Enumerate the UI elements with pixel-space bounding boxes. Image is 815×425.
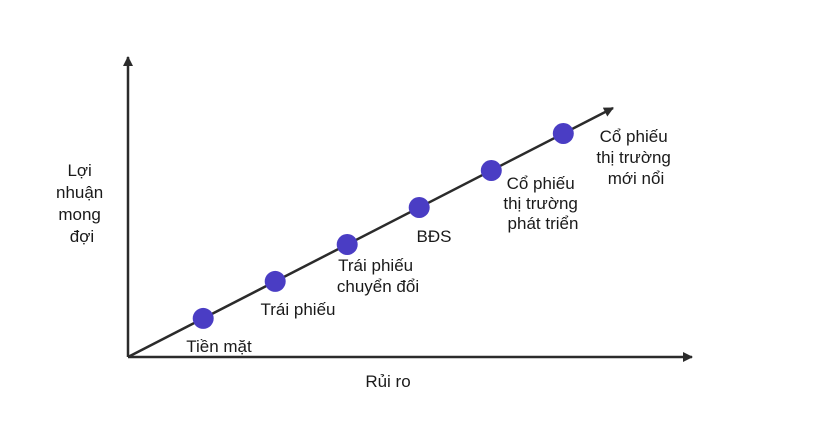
point-label-line: Cổ phiếu [600, 127, 668, 146]
point-label-co-phieu-phat-trien: Cổ phiếu thị trường phát triển [503, 174, 582, 233]
point-label-trai-phieu-chuyen-doi: Trái phiếu chuyển đổi [337, 256, 419, 296]
point-label-line: phát triển [508, 214, 579, 233]
data-point-bds [408, 197, 430, 218]
y-axis-label-line: nhuận [56, 183, 103, 202]
point-label-tien-mat: Tiền mặt [186, 337, 252, 356]
data-point-tien-mat [192, 307, 214, 329]
point-label-trai-phieu: Trái phiếu [261, 300, 336, 319]
y-axis-label-line: Lợi [67, 161, 91, 180]
data-point-co-phieu-phat-trien [480, 160, 502, 181]
y-axis-label-line: mong [58, 205, 101, 224]
point-label-line: BĐS [417, 227, 452, 246]
point-label-line: thị trường [503, 194, 578, 213]
point-label-line: mới nổi [608, 169, 665, 188]
data-point-trai-phieu-chuyen-doi [336, 234, 358, 255]
data-point-trai-phieu [264, 270, 286, 292]
x-axis-label: Rủi ro [365, 372, 410, 391]
point-label-line: thị trường [596, 148, 671, 167]
data-point-co-phieu-moi-noi [552, 123, 574, 144]
point-label-co-phieu-moi-noi: Cổ phiếu thị trường mới nổi [596, 127, 675, 188]
point-label-line: Cổ phiếu [507, 174, 575, 193]
point-label-bds: BĐS [417, 227, 452, 246]
point-label-line: Trái phiếu [261, 300, 336, 319]
point-label-line: Tiền mặt [186, 337, 252, 356]
y-axis-label-line: đợi [70, 227, 94, 246]
point-label-line: Trái phiếu [338, 256, 413, 275]
point-label-line: chuyển đổi [337, 277, 419, 296]
y-axis-label: Lợi nhuận mong đợi [56, 161, 108, 246]
